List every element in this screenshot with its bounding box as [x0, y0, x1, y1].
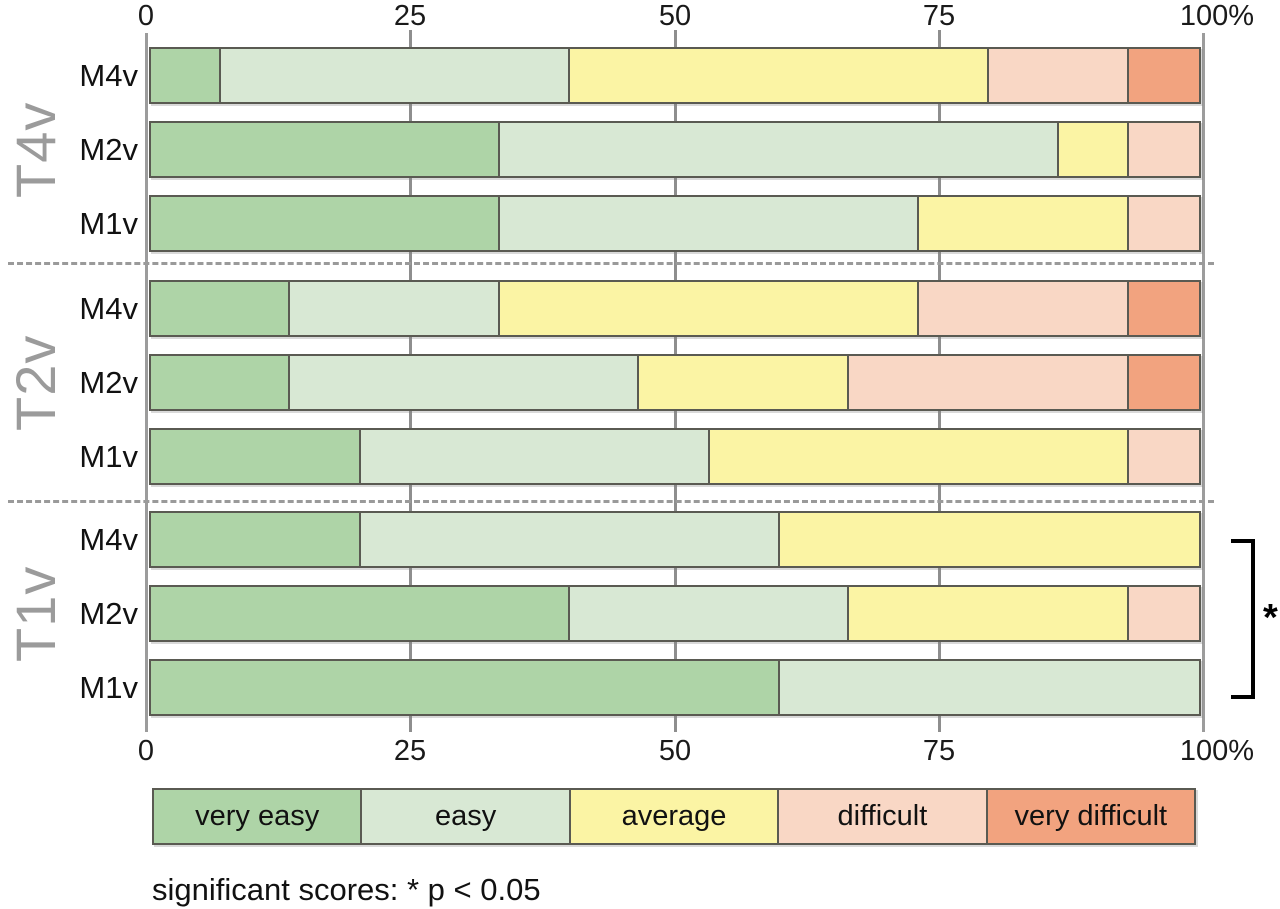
bar-segment-easy: [290, 356, 640, 409]
bar-segment-average: [1058, 123, 1129, 176]
gridline-100: [1202, 33, 1205, 732]
axis-top-tick-label-50: 50: [658, 0, 692, 32]
bar-segment-difficult: [1128, 587, 1199, 640]
bar-segment-difficult: [848, 356, 1129, 409]
bar-segment-difficult: [989, 49, 1129, 102]
bar-segment-average: [499, 282, 920, 335]
bar-row-T4v-M4v: [149, 47, 1201, 104]
row-label-T1v-M1v: M1v: [79, 670, 138, 705]
bar-segment-difficult: [1128, 430, 1199, 483]
bar-segment-very-easy: [151, 661, 780, 714]
legend-item-label: easy: [434, 800, 497, 832]
legend-item-label: difficult: [837, 800, 928, 832]
bar-segment-very-difficult: [1128, 356, 1199, 409]
bar-row-T2v-M4v: [149, 280, 1201, 337]
row-label-T4v-M4v: M4v: [79, 58, 138, 93]
bar-segment-easy: [360, 513, 780, 566]
legend-item-very-easy: very easy: [154, 790, 363, 843]
axis-top-tick-label-75: 75: [922, 0, 956, 32]
bar-segment-average: [849, 587, 1129, 640]
bar-segment-easy: [221, 49, 571, 102]
row-label-T2v-M1v: M1v: [79, 439, 138, 474]
axis-bottom-tick-label-100: 100%: [1179, 735, 1255, 767]
legend-item-average: average: [570, 790, 780, 843]
bracket-top-arm: [1231, 539, 1255, 543]
gridline-0: [145, 33, 148, 732]
bar-segment-very-easy: [151, 197, 500, 250]
legend-item-label: very easy: [195, 800, 320, 832]
bar-segment-average: [639, 356, 849, 409]
bar-segment-very-easy: [151, 587, 570, 640]
bar-segment-difficult: [1128, 123, 1199, 176]
significance-asterisk: *: [1263, 597, 1278, 639]
significance-footnote: significant scores: * p < 0.05: [152, 872, 541, 907]
legend: very easy easy average difficult very diffic…: [152, 788, 1196, 845]
bar-segment-very-easy: [151, 123, 500, 176]
axis-top-tick-label-25: 25: [393, 0, 427, 32]
legend-item-label: very difficult: [1014, 800, 1168, 832]
bar-segment-easy: [499, 123, 1059, 176]
row-label-T2v-M2v: M2v: [79, 365, 138, 400]
bracket-bottom-arm: [1231, 695, 1255, 699]
axis-bottom-tick-label-50: 50: [658, 735, 692, 767]
axis-top-tick-label-100: 100%: [1179, 0, 1255, 32]
legend-item-label: average: [621, 800, 727, 832]
bar-row-T1v-M4v: [149, 511, 1201, 568]
bar-segment-difficult: [919, 282, 1129, 335]
row-label-T1v-M4v: M4v: [79, 522, 138, 557]
group-label-T2v: T2v: [4, 334, 67, 432]
bracket-vertical: [1251, 539, 1255, 699]
bar-segment-very-easy: [151, 430, 361, 483]
group-label-T4v: T4v: [4, 101, 67, 199]
bar-segment-very-difficult: [1128, 282, 1199, 335]
bar-segment-easy: [360, 430, 710, 483]
bar-segment-very-easy: [151, 49, 222, 102]
bar-segment-average: [709, 430, 1129, 483]
bar-segment-very-easy: [151, 282, 291, 335]
row-label-T4v-M1v: M1v: [79, 206, 138, 241]
legend-item-very-difficult: very difficult: [987, 790, 1195, 843]
bar-row-T1v-M2v: [149, 585, 1201, 642]
row-label-T4v-M2v: M2v: [79, 132, 138, 167]
bar-segment-very-difficult: [1128, 49, 1199, 102]
bar-row-T4v-M1v: [149, 195, 1201, 252]
group-separator-2: [8, 500, 1214, 503]
bar-segment-very-easy: [151, 356, 291, 409]
row-label-T2v-M4v: M4v: [79, 291, 138, 326]
chart-plot-area: 0 0 25 25 50 50 75 75 100% 100% M4v M2v M1v T4v M4v M2v…: [4, 0, 1278, 767]
bar-segment-easy: [290, 282, 500, 335]
axis-bottom-tick-label-75: 75: [922, 735, 956, 767]
bar-segment-average: [779, 513, 1199, 566]
bar-row-T4v-M2v: [149, 121, 1201, 178]
group-label-T1v: T1v: [4, 565, 67, 663]
bar-row-T2v-M2v: [149, 354, 1201, 411]
bar-segment-easy: [569, 587, 850, 640]
bar-segment-easy: [499, 197, 920, 250]
axis-bottom-tick-label-25: 25: [393, 735, 427, 767]
bar-segment-very-easy: [151, 513, 361, 566]
row-label-T1v-M2v: M2v: [79, 596, 138, 631]
bar-segment-difficult: [1128, 197, 1199, 250]
bar-row-T1v-M1v: [149, 659, 1201, 716]
axis-bottom-tick-label-0: 0: [137, 735, 155, 767]
group-separator-1: [8, 262, 1214, 265]
bar-row-T2v-M1v: [149, 428, 1201, 485]
axis-top-tick-label-0: 0: [137, 0, 155, 32]
legend-item-easy: easy: [362, 790, 571, 843]
legend-item-difficult: difficult: [779, 790, 988, 843]
bar-segment-average: [919, 197, 1129, 250]
bar-segment-average: [570, 49, 990, 102]
bar-segment-easy: [779, 661, 1199, 714]
